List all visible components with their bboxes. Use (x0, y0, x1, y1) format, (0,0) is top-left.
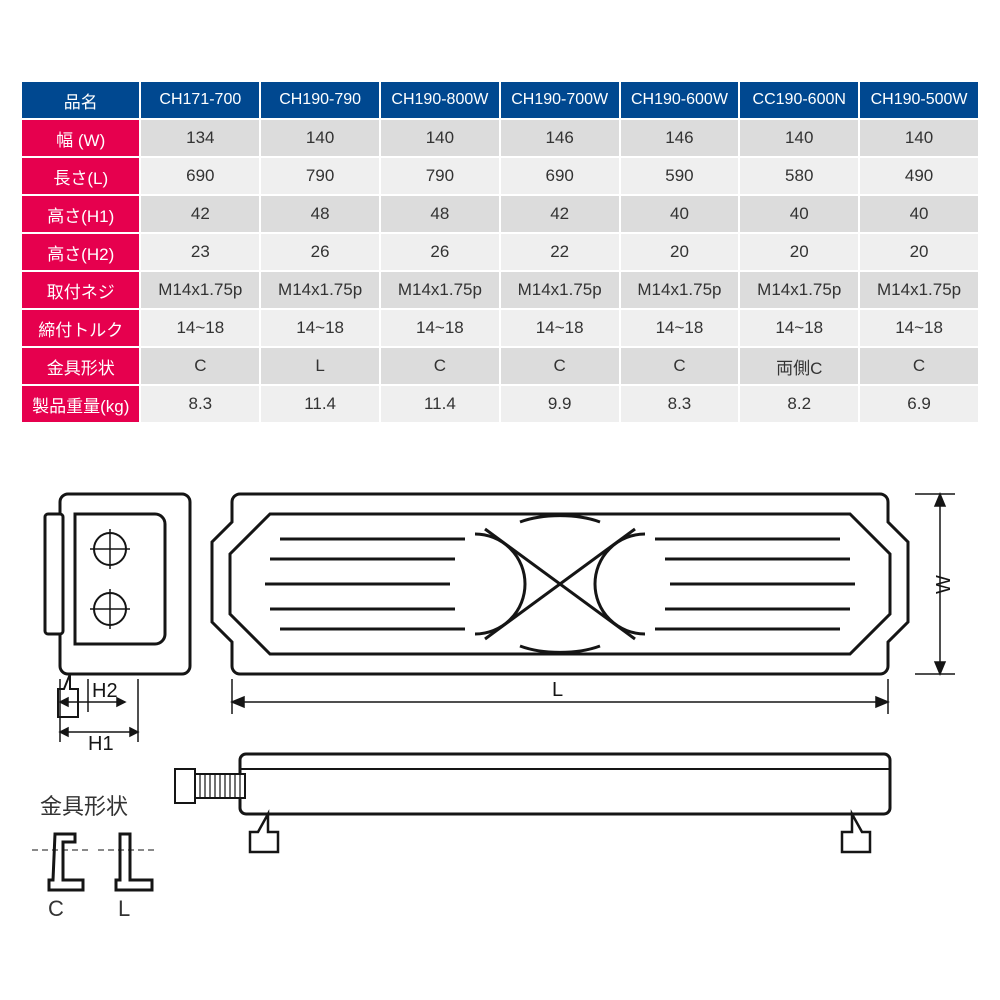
cell: 26 (260, 233, 380, 271)
shape-title: 金具形状 (40, 794, 128, 819)
cell: 20 (859, 233, 979, 271)
cell: 14~18 (620, 309, 740, 347)
cell: 6.9 (859, 385, 979, 423)
cell: 140 (739, 119, 859, 157)
cell: 11.4 (380, 385, 500, 423)
cell: C (620, 347, 740, 385)
row-label: 製品重量(kg) (21, 385, 140, 423)
cell: 8.2 (739, 385, 859, 423)
model-header: CC190-600N (739, 81, 859, 119)
cell: 790 (260, 157, 380, 195)
cell: 8.3 (620, 385, 740, 423)
table-row: 締付トルク14~1814~1814~1814~1814~1814~1814~18 (21, 309, 979, 347)
cell: 580 (739, 157, 859, 195)
table-row: 高さ(H2)23262622202020 (21, 233, 979, 271)
cell: 14~18 (260, 309, 380, 347)
cell: 140 (260, 119, 380, 157)
table-row: 金具形状CLCCC両側CC (21, 347, 979, 385)
cell: 140 (859, 119, 979, 157)
cell: 140 (380, 119, 500, 157)
bracket-c-label: C (48, 896, 64, 921)
dim-w-label: W (933, 575, 955, 594)
cell: 22 (500, 233, 620, 271)
cell: M14x1.75p (140, 271, 260, 309)
cell: 146 (620, 119, 740, 157)
cell: M14x1.75p (739, 271, 859, 309)
cell: M14x1.75p (859, 271, 979, 309)
cell: 23 (140, 233, 260, 271)
row-label: 高さ(H1) (21, 195, 140, 233)
model-header: CH190-790 (260, 81, 380, 119)
cell: 9.9 (500, 385, 620, 423)
top-view (212, 494, 908, 674)
spec-table: 品名 CH171-700 CH190-790 CH190-800W CH190-… (20, 80, 980, 424)
cell: 40 (859, 195, 979, 233)
cell: 40 (739, 195, 859, 233)
model-header: CH190-700W (500, 81, 620, 119)
cell: 14~18 (140, 309, 260, 347)
cell: 790 (380, 157, 500, 195)
model-header: CH190-800W (380, 81, 500, 119)
table-row: 取付ネジM14x1.75pM14x1.75pM14x1.75pM14x1.75p… (21, 271, 979, 309)
cell: 490 (859, 157, 979, 195)
bracket-l (116, 834, 152, 890)
cell: C (859, 347, 979, 385)
table-row: 製品重量(kg)8.311.411.49.98.38.26.9 (21, 385, 979, 423)
cell: 20 (620, 233, 740, 271)
cell: 14~18 (739, 309, 859, 347)
table-row: 高さ(H1)42484842404040 (21, 195, 979, 233)
row-label: 高さ(H2) (21, 233, 140, 271)
row-label: 長さ(L) (21, 157, 140, 195)
model-header: CH190-500W (859, 81, 979, 119)
cell: 26 (380, 233, 500, 271)
cell: C (380, 347, 500, 385)
cell: 690 (500, 157, 620, 195)
cell: M14x1.75p (380, 271, 500, 309)
cell: 8.3 (140, 385, 260, 423)
cell: M14x1.75p (500, 271, 620, 309)
cell: 134 (140, 119, 260, 157)
cell: 14~18 (500, 309, 620, 347)
row-label: 締付トルク (21, 309, 140, 347)
cell: M14x1.75p (260, 271, 380, 309)
cell: 14~18 (380, 309, 500, 347)
header-corner: 品名 (21, 81, 140, 119)
cell: C (140, 347, 260, 385)
cell: 11.4 (260, 385, 380, 423)
front-view (175, 754, 890, 852)
cell: 両側C (739, 347, 859, 385)
cell: 20 (739, 233, 859, 271)
technical-diagram: H2 H1 (20, 484, 980, 964)
table-row: 長さ(L)690790790690590580490 (21, 157, 979, 195)
row-label: 取付ネジ (21, 271, 140, 309)
cell: C (500, 347, 620, 385)
bracket-l-label: L (118, 896, 130, 921)
cell: 42 (500, 195, 620, 233)
cell: 40 (620, 195, 740, 233)
dim-h2-label: H2 (92, 680, 118, 702)
cell: 146 (500, 119, 620, 157)
table-header-row: 品名 CH171-700 CH190-790 CH190-800W CH190-… (21, 81, 979, 119)
cell: 590 (620, 157, 740, 195)
cell: L (260, 347, 380, 385)
row-label: 幅 (W) (21, 119, 140, 157)
dim-h1-label: H1 (88, 733, 114, 755)
cell: 42 (140, 195, 260, 233)
model-header: CH171-700 (140, 81, 260, 119)
table-row: 幅 (W)134140140146146140140 (21, 119, 979, 157)
cell: 14~18 (859, 309, 979, 347)
cell: 48 (260, 195, 380, 233)
table-body: 幅 (W)134140140146146140140長さ(L)690790790… (21, 119, 979, 423)
dim-l-label: L (552, 679, 563, 701)
cell: 48 (380, 195, 500, 233)
cell: 690 (140, 157, 260, 195)
bracket-c (49, 834, 83, 890)
model-header: CH190-600W (620, 81, 740, 119)
cell: M14x1.75p (620, 271, 740, 309)
row-label: 金具形状 (21, 347, 140, 385)
